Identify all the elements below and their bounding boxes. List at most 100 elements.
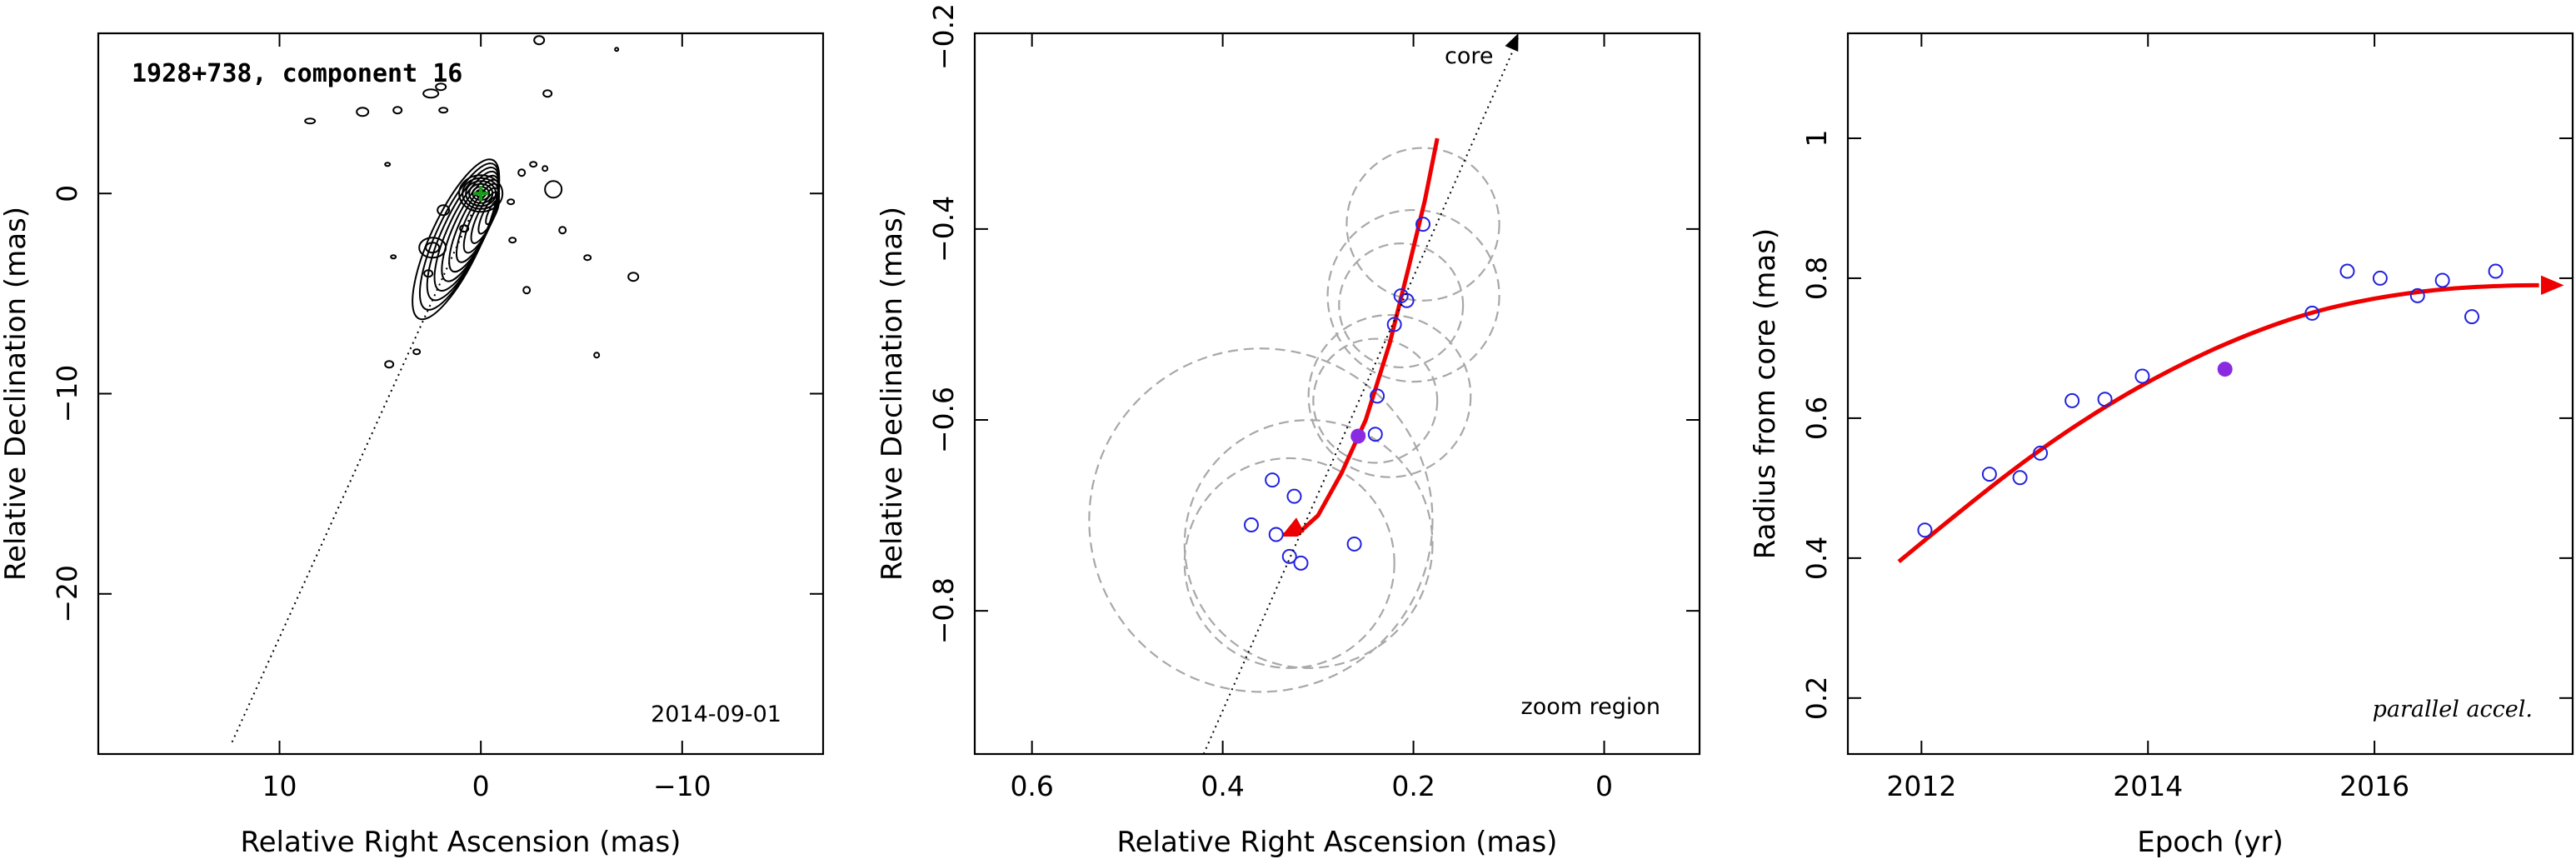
panel-1: 10 0 −10 0 −10 −20 Relative Right Ascension (m… xyxy=(0,32,825,859)
contour-blob xyxy=(390,254,397,260)
x-tick-label: 0 xyxy=(1595,770,1613,802)
fit-curve xyxy=(1897,282,2539,563)
contour-blob xyxy=(508,237,517,244)
contour-blob xyxy=(438,107,449,114)
contour-blob xyxy=(614,47,620,52)
x-tick-label: 2014 xyxy=(2113,770,2183,802)
contour-blob xyxy=(437,204,451,217)
plot-area xyxy=(230,35,640,745)
contour-blob xyxy=(542,165,549,172)
contour-blob xyxy=(529,161,538,168)
panel-title: 1928+738, component 16 xyxy=(132,59,462,88)
data-point xyxy=(1281,548,1297,564)
x-tick-label: 0.6 xyxy=(1010,770,1053,802)
y-axis-title: Relative Declination (mas) xyxy=(876,207,909,581)
x-tick-label: −10 xyxy=(653,770,711,802)
zoom-region-label: zoom region xyxy=(1521,694,1660,720)
contour-blob xyxy=(517,168,527,177)
y-tick-label: −0.8 xyxy=(927,577,960,644)
contour-blob xyxy=(412,348,422,356)
data-point xyxy=(2304,305,2320,321)
core-contour xyxy=(465,180,497,207)
contour-blob xyxy=(384,360,395,369)
contour-blob xyxy=(542,89,553,98)
y-tick-label: 0.4 xyxy=(1800,537,1833,580)
y-tick-label: −0.4 xyxy=(927,196,960,262)
plot-frame xyxy=(1846,32,2574,756)
y-tick-label: −10 xyxy=(51,365,83,423)
x-axis-title: Relative Right Ascension (mas) xyxy=(1117,826,1558,859)
epoch-label: 2014-09-01 xyxy=(651,702,781,727)
x-tick-label: 0.2 xyxy=(1391,770,1435,802)
contour-blob xyxy=(544,180,563,199)
data-point xyxy=(2339,263,2355,279)
data-point xyxy=(2064,392,2080,408)
y-axis-title: Relative Declination (mas) xyxy=(0,207,32,581)
y-tick-label: 1 xyxy=(1800,129,1833,147)
jet-axis-line xyxy=(230,192,482,745)
data-point xyxy=(2097,392,2113,407)
plot-frame xyxy=(973,32,1701,756)
core-contour xyxy=(462,177,501,210)
error-circle xyxy=(1338,242,1465,369)
y-tick-label: 0.6 xyxy=(1800,397,1833,440)
knot-contour xyxy=(425,242,441,254)
data-point xyxy=(1367,427,1383,442)
x-tick-label: 0.4 xyxy=(1201,770,1244,802)
data-point xyxy=(2464,309,2480,325)
trajectory-path xyxy=(1282,137,1440,537)
panel-3: 2012 2014 2016 0.2 0.4 0.6 0.8 1 Epoch (yr) Radiu… xyxy=(1749,32,2574,859)
data-point xyxy=(2134,368,2150,384)
fit-arrowhead xyxy=(2540,275,2564,296)
data-point xyxy=(2488,263,2504,279)
x-tick-label: 10 xyxy=(262,770,297,802)
contour-blob xyxy=(627,272,640,282)
core-direction-arrowhead xyxy=(1505,33,1519,52)
plot-area xyxy=(1088,137,1500,693)
contour-blob xyxy=(459,224,470,233)
data-point xyxy=(1293,555,1309,571)
x-axis-title: Epoch (yr) xyxy=(2137,826,2284,859)
data-point xyxy=(1346,536,1362,552)
error-circle xyxy=(1326,208,1500,383)
contour-blob xyxy=(435,82,447,92)
data-point xyxy=(1917,522,1933,538)
data-point xyxy=(2434,272,2450,288)
contour-blob xyxy=(392,106,403,115)
y-axis-title: Radius from core (mas) xyxy=(1749,228,1782,559)
error-circle xyxy=(1183,457,1395,669)
plot-frame xyxy=(97,32,825,756)
y-tick-label: 0.2 xyxy=(1800,677,1833,720)
data-point xyxy=(1981,467,1997,482)
y-tick-label: −20 xyxy=(51,565,83,623)
contour-blob xyxy=(593,352,601,359)
y-tick-label: 0 xyxy=(51,185,83,202)
data-point xyxy=(1243,517,1259,533)
error-circle xyxy=(1307,313,1472,478)
x-tick-label: 2016 xyxy=(2339,770,2409,802)
data-point xyxy=(1265,472,1281,488)
contour-blob xyxy=(522,286,532,295)
panel-2: 0.6 0.4 0.2 0 −0.4 −0.6 −0.8 Relative Right Asc… xyxy=(876,3,1701,859)
data-point xyxy=(1386,317,1402,332)
plot-area xyxy=(1897,263,2539,563)
data-point xyxy=(1286,488,1302,504)
model-note: parallel accel. xyxy=(2373,697,2533,722)
error-circle xyxy=(1312,337,1439,464)
data-point xyxy=(2012,470,2028,486)
jet-axis-line xyxy=(1202,37,1520,755)
core-contour xyxy=(458,174,504,213)
contour-blob xyxy=(423,269,434,278)
data-point xyxy=(2372,270,2388,286)
error-circle xyxy=(1088,347,1434,693)
contour-blob xyxy=(583,254,592,262)
contour-blob xyxy=(356,107,370,117)
core-label: core xyxy=(1445,43,1493,69)
error-circle xyxy=(1183,419,1434,669)
y-tick-label-partial: −0.2 xyxy=(927,3,960,70)
contour-blob xyxy=(422,88,440,99)
x-tick-label: 2012 xyxy=(1886,770,1956,802)
highlight-point xyxy=(2217,362,2233,377)
knot-contour xyxy=(418,237,447,259)
